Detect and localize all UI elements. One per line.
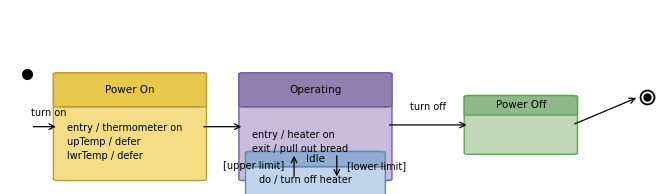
Text: Operating: Operating: [290, 85, 341, 95]
FancyBboxPatch shape: [53, 73, 207, 181]
Text: Idle: Idle: [306, 154, 325, 164]
FancyBboxPatch shape: [239, 73, 392, 107]
Text: Power On: Power On: [105, 85, 155, 95]
FancyBboxPatch shape: [53, 73, 207, 107]
FancyBboxPatch shape: [464, 95, 578, 154]
FancyBboxPatch shape: [239, 73, 392, 181]
Text: entry / heater on
exit / pull out bread: entry / heater on exit / pull out bread: [252, 130, 349, 154]
FancyBboxPatch shape: [246, 152, 385, 167]
Text: Power Off: Power Off: [495, 100, 546, 110]
Text: turn off: turn off: [410, 102, 446, 113]
Text: turn on: turn on: [31, 108, 66, 118]
Text: [lower limit]: [lower limit]: [347, 161, 406, 171]
FancyBboxPatch shape: [464, 95, 578, 115]
Text: do / turn off heater: do / turn off heater: [259, 175, 351, 185]
FancyBboxPatch shape: [246, 152, 385, 194]
Text: [upper limit]: [upper limit]: [223, 161, 284, 171]
Text: entry / thermometer on
upTemp / defer
lwrTemp / defer: entry / thermometer on upTemp / defer lw…: [66, 123, 182, 161]
